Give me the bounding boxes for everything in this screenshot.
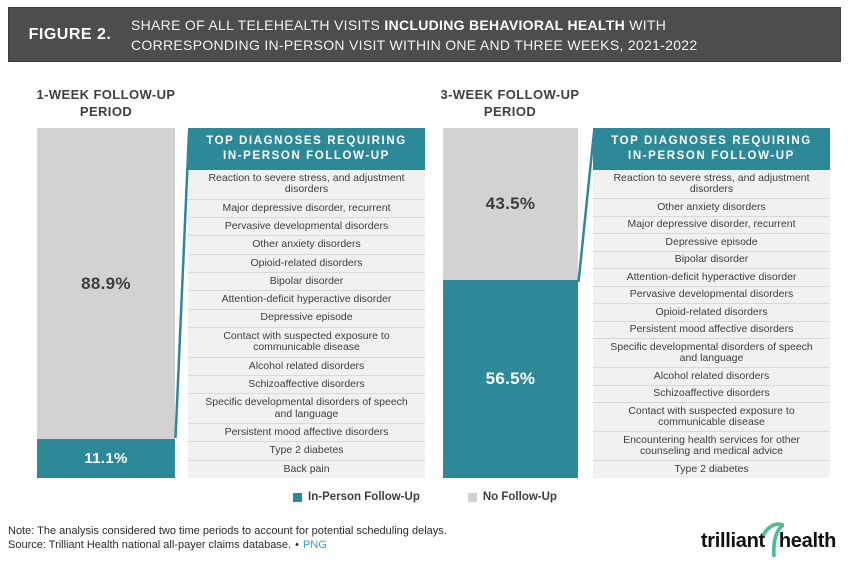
diagnoses-list-1week: Reaction to severe stress, and adjustmen… [188,170,425,478]
diagnosis-row: Attention-deficit hyperactive disorder [188,291,425,310]
diagnosis-row: Alcohol related disorders [188,357,425,376]
diagnosis-row: Schizoaffective disorders [188,375,425,395]
figure-title: SHARE OF ALL TELEHEALTH VISITS INCLUDING… [131,15,840,55]
note-text: Note: The analysis considered two time p… [8,525,447,537]
logo-word-health: health [778,530,836,552]
percent-label: 56.5% [485,369,536,389]
bar-segment-inperson-followup: 56.5% [443,280,578,478]
legend-label: In-Person Follow-Up [308,491,420,503]
diagnosis-row: Type 2 diabetes [593,461,830,478]
diagnosis-row: Depressive episode [593,234,830,252]
diagnosis-row: Persistent mood affective disorders [188,424,425,443]
figure-header: FIGURE 2. SHARE OF ALL TELEHEALTH VISITS… [8,7,841,62]
diagnosis-row: Specific developmental disorders of spee… [188,394,425,425]
diagnosis-row: Pervasive developmental disorders [593,286,830,305]
diagnosis-row: Major depressive disorder, recurrent [593,216,830,235]
trilliant-health-logo: trilliant health [700,522,836,559]
logo-word-trilliant: trilliant [700,530,765,552]
source-text: Source: Trilliant Health national all-pa… [8,539,327,551]
diagnosis-row: Back pain [188,460,425,478]
stacked-bar-1week: 88.9% 11.1% [37,128,175,478]
legend-swatch-gray-icon [467,492,477,502]
diagnosis-row: Major depressive disorder, recurrent [188,199,425,219]
diagnoses-panel-header: TOP DIAGNOSES REQUIRING IN-PERSON FOLLOW… [593,128,830,170]
bar-segment-no-followup: 43.5% [443,128,578,281]
diagnosis-row: Other anxiety disorders [188,236,425,255]
diagnoses-panel-1week: TOP DIAGNOSES REQUIRING IN-PERSON FOLLOW… [188,128,425,478]
figure-title-line2: CORRESPONDING IN-PERSON VISIT WITHIN ONE… [131,36,698,53]
diagnosis-row: Schizoaffective disorders [593,385,830,404]
diagnosis-row: Alcohol related disorders [593,368,830,386]
period-title-3week: 3-WEEK FOLLOW-UP PERIOD [440,87,580,119]
legend-item-inperson: In-Person Follow-Up [293,491,420,503]
logo-swoosh-icon [761,522,784,558]
diagnosis-row: Opioid-related disorders [593,304,830,322]
percent-label: 11.1% [84,450,128,468]
diagnoses-panel-header: TOP DIAGNOSES REQUIRING IN-PERSON FOLLOW… [188,128,425,170]
legend-swatch-teal-icon [293,492,303,502]
diagnosis-row: Other anxiety disorders [593,199,830,217]
legend-item-nofollowup: No Follow-Up [467,491,557,503]
png-download-link[interactable]: PNG [302,539,327,551]
diagnoses-panel-3week: TOP DIAGNOSES REQUIRING IN-PERSON FOLLOW… [593,128,830,478]
diagnosis-row: Type 2 diabetes [188,442,425,461]
legend: In-Person Follow-Up No Follow-Up [0,491,850,503]
diagnosis-row: Contact with suspected exposure to commu… [188,327,425,358]
stacked-bar-3week: 43.5% 56.5% [443,128,578,478]
diagnosis-row: Reaction to severe stress, and adjustmen… [593,170,830,200]
diagnosis-row: Bipolar disorder [188,272,425,292]
figure-title-line1: SHARE OF ALL TELEHEALTH VISITS INCLUDING… [131,16,667,33]
diagnosis-row: Encountering health services for other c… [593,432,830,462]
percent-label: 88.9% [81,273,131,293]
diagnosis-row: Contact with suspected exposure to commu… [593,403,830,433]
period-title-1week: 1-WEEK FOLLOW-UP PERIOD [36,87,176,119]
diagnosis-row: Opioid-related disorders [188,254,425,273]
legend-label: No Follow-Up [482,491,557,503]
figure-label: FIGURE 2. [28,25,112,43]
diagnosis-row: Reaction to severe stress, and adjustmen… [188,170,425,200]
source-label: Source: Trilliant Health national all-pa… [8,539,292,551]
diagnosis-row: Attention-deficit hyperactive disorder [593,269,830,287]
diagnoses-list-3week: Reaction to severe stress, and adjustmen… [593,170,830,478]
bar-segment-inperson-followup: 11.1% [37,439,175,478]
separator-dot: • [295,539,299,551]
diagnosis-row: Specific developmental disorders of spee… [593,339,830,369]
percent-label: 43.5% [485,194,536,214]
diagnosis-row: Persistent mood affective disorders [593,321,830,340]
diagnosis-row: Bipolar disorder [593,251,830,270]
diagnosis-row: Depressive episode [188,309,425,328]
bar-segment-no-followup: 88.9% [37,128,175,440]
diagnosis-row: Pervasive developmental disorders [188,218,425,237]
